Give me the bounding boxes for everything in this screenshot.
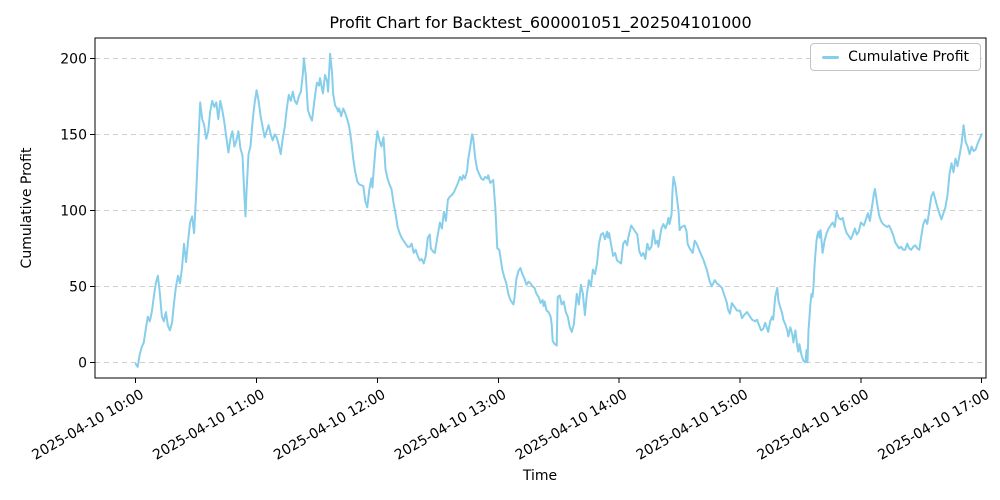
chart-title: Profit Chart for Backtest_600001051_2025… — [329, 13, 752, 32]
legend: Cumulative Profit — [810, 43, 981, 71]
x-tick-label: 2025-04-10 13:00 — [392, 387, 509, 464]
y-axis-label: Cumulative Profit — [19, 147, 35, 269]
x-tick-label: 2025-04-10 14:00 — [513, 387, 630, 464]
x-tick-label: 2025-04-10 10:00 — [29, 387, 146, 464]
y-tick-label: 150 — [60, 127, 87, 143]
y-tick-label: 0 — [78, 355, 87, 371]
y-tick-label: 50 — [69, 279, 87, 295]
legend-line-swatch — [822, 55, 840, 59]
x-tick-label: 2025-04-10 12:00 — [271, 387, 388, 464]
y-tick-label: 200 — [60, 51, 87, 67]
x-tick-label: 2025-04-10 11:00 — [150, 387, 267, 464]
x-axis-label: Time — [522, 468, 558, 484]
cumulative-profit-line — [134, 52, 983, 368]
x-tick-label: 2025-04-10 15:00 — [634, 387, 751, 464]
x-tick-label: 2025-04-10 16:00 — [755, 387, 872, 464]
y-tick-label: 100 — [60, 203, 87, 219]
plot-border — [94, 37, 987, 379]
x-tick-label: 2025-04-10 17:00 — [875, 387, 992, 464]
legend-label: Cumulative Profit — [848, 49, 969, 65]
